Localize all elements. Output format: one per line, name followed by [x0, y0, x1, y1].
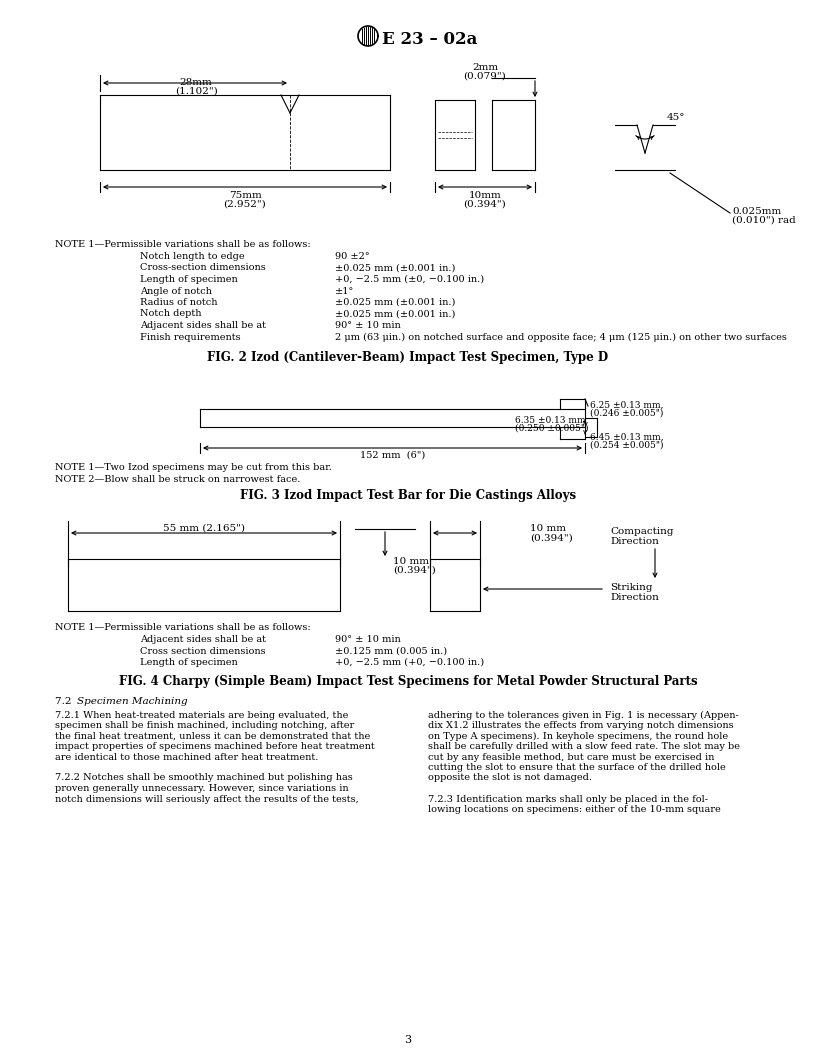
Text: (0.246 ±0.005"): (0.246 ±0.005") [590, 409, 663, 418]
Text: 90 ±2°: 90 ±2° [335, 252, 370, 261]
Text: Notch length to edge: Notch length to edge [140, 252, 245, 261]
Text: adhering to the tolerances given in Fig. 1 is necessary (Appen-: adhering to the tolerances given in Fig.… [428, 711, 738, 719]
Text: E 23 – 02a: E 23 – 02a [382, 32, 477, 49]
Text: 90° ± 10 min: 90° ± 10 min [335, 321, 401, 329]
Text: 7.2.2 Notches shall be smoothly machined but polishing has: 7.2.2 Notches shall be smoothly machined… [55, 773, 353, 782]
Text: (0.250 ±0.005"): (0.250 ±0.005") [515, 425, 588, 433]
Text: 6.45 ±0.13 mm,: 6.45 ±0.13 mm, [590, 433, 663, 442]
Text: 152 mm  (6"): 152 mm (6") [360, 451, 425, 460]
Text: Adjacent sides shall be at: Adjacent sides shall be at [140, 321, 266, 329]
Text: 90° ± 10 min: 90° ± 10 min [335, 635, 401, 644]
Text: FIG. 2 Izod (Cantilever-Beam) Impact Test Specimen, Type D: FIG. 2 Izod (Cantilever-Beam) Impact Tes… [207, 351, 609, 364]
Text: lowing locations on specimens: either of the 10-mm square: lowing locations on specimens: either of… [428, 805, 721, 814]
Text: 10 mm: 10 mm [530, 524, 566, 533]
Text: Angle of notch: Angle of notch [140, 286, 212, 296]
Text: (0.079"): (0.079") [463, 72, 507, 81]
Text: cut by any feasible method, but care must be exercised in: cut by any feasible method, but care mus… [428, 753, 714, 761]
Text: are identical to those machined after heat treatment.: are identical to those machined after he… [55, 753, 318, 761]
Text: 7.2: 7.2 [55, 698, 78, 706]
Text: ±1°: ±1° [335, 286, 354, 296]
Text: Specimen Machining: Specimen Machining [77, 698, 188, 706]
Text: impact properties of specimens machined before heat treatment: impact properties of specimens machined … [55, 742, 375, 751]
Text: ±0.025 mm (±0.001 in.): ±0.025 mm (±0.001 in.) [335, 264, 455, 272]
Text: Striking: Striking [610, 583, 653, 592]
Text: (0.254 ±0.005"): (0.254 ±0.005") [590, 441, 663, 450]
Text: ±0.125 mm (0.005 in.): ±0.125 mm (0.005 in.) [335, 646, 447, 656]
Text: proven generally unnecessary. However, since variations in: proven generally unnecessary. However, s… [55, 784, 348, 793]
Text: 6.35 ±0.13 mm,: 6.35 ±0.13 mm, [515, 416, 588, 425]
Text: notch dimensions will seriously affect the results of the tests,: notch dimensions will seriously affect t… [55, 794, 359, 804]
Text: dix X1.2 illustrates the effects from varying notch dimensions: dix X1.2 illustrates the effects from va… [428, 721, 734, 730]
Text: Cross section dimensions: Cross section dimensions [140, 646, 266, 656]
Text: NOTE 1—Permissible variations shall be as follows:: NOTE 1—Permissible variations shall be a… [55, 240, 311, 249]
Text: NOTE 1—Permissible variations shall be as follows:: NOTE 1—Permissible variations shall be a… [55, 623, 311, 631]
Text: Compacting: Compacting [610, 527, 673, 536]
Text: ±0.025 mm (±0.001 in.): ±0.025 mm (±0.001 in.) [335, 298, 455, 307]
Text: Length of specimen: Length of specimen [140, 275, 237, 284]
Text: FIG. 4 Charpy (Simple Beam) Impact Test Specimens for Metal Powder Structural Pa: FIG. 4 Charpy (Simple Beam) Impact Test … [118, 676, 698, 689]
Text: (0.010") rad: (0.010") rad [732, 216, 796, 225]
Text: Notch depth: Notch depth [140, 309, 202, 319]
Text: on Type A specimens). In keyhole specimens, the round hole: on Type A specimens). In keyhole specime… [428, 732, 728, 740]
Text: 75mm: 75mm [228, 191, 261, 200]
Text: FIG. 3 Izod Impact Test Bar for Die Castings Alloys: FIG. 3 Izod Impact Test Bar for Die Cast… [240, 489, 576, 502]
Text: Direction: Direction [610, 593, 659, 602]
Text: 2mm: 2mm [472, 63, 498, 72]
Text: (0.394"): (0.394") [530, 534, 573, 543]
Text: 10mm: 10mm [468, 191, 501, 200]
Text: +0, −2.5 mm (±0, −0.100 in.): +0, −2.5 mm (±0, −0.100 in.) [335, 275, 484, 284]
Text: 55 mm (2.165"): 55 mm (2.165") [163, 524, 245, 533]
Text: ±0.025 mm (±0.001 in.): ±0.025 mm (±0.001 in.) [335, 309, 455, 319]
Text: 28mm: 28mm [180, 78, 212, 87]
Text: Cross-section dimensions: Cross-section dimensions [140, 264, 266, 272]
Text: 3: 3 [405, 1035, 411, 1045]
Text: Direction: Direction [610, 538, 659, 546]
Text: the final heat treatment, unless it can be demonstrated that the: the final heat treatment, unless it can … [55, 732, 370, 740]
Text: 10 mm: 10 mm [393, 557, 429, 566]
Text: (0.394"): (0.394") [463, 200, 507, 209]
Text: Finish requirements: Finish requirements [140, 333, 241, 341]
Text: 7.2.3 Identification marks shall only be placed in the fol-: 7.2.3 Identification marks shall only be… [428, 794, 708, 804]
Text: NOTE 1—Two Izod specimens may be cut from this bar.: NOTE 1—Two Izod specimens may be cut fro… [55, 463, 332, 472]
Text: (2.952"): (2.952") [224, 200, 266, 209]
Text: Length of specimen: Length of specimen [140, 658, 237, 667]
Text: :: : [165, 698, 168, 706]
Text: NOTE 2—Blow shall be struck on narrowest face.: NOTE 2—Blow shall be struck on narrowest… [55, 475, 300, 484]
Text: opposite the slot is not damaged.: opposite the slot is not damaged. [428, 773, 592, 782]
Text: specimen shall be finish machined, including notching, after: specimen shall be finish machined, inclu… [55, 721, 354, 730]
Text: cutting the slot to ensure that the surface of the drilled hole: cutting the slot to ensure that the surf… [428, 763, 725, 772]
Text: 6.25 ±0.13 mm,: 6.25 ±0.13 mm, [590, 401, 663, 410]
Text: 2 μm (63 μin.) on notched surface and opposite face; 4 μm (125 μin.) on other tw: 2 μm (63 μin.) on notched surface and op… [335, 333, 787, 342]
Text: Radius of notch: Radius of notch [140, 298, 218, 307]
Text: (0.394"): (0.394") [393, 566, 436, 576]
Text: 7.2.1 When heat-treated materials are being evaluated, the: 7.2.1 When heat-treated materials are be… [55, 711, 348, 719]
Text: shall be carefully drilled with a slow feed rate. The slot may be: shall be carefully drilled with a slow f… [428, 742, 740, 751]
Text: 0.025mm: 0.025mm [732, 207, 781, 216]
Text: 45°: 45° [667, 113, 685, 122]
Text: (1.102"): (1.102") [175, 87, 217, 96]
Text: Adjacent sides shall be at: Adjacent sides shall be at [140, 635, 266, 644]
Text: +0, −2.5 mm (+0, −0.100 in.): +0, −2.5 mm (+0, −0.100 in.) [335, 658, 484, 667]
